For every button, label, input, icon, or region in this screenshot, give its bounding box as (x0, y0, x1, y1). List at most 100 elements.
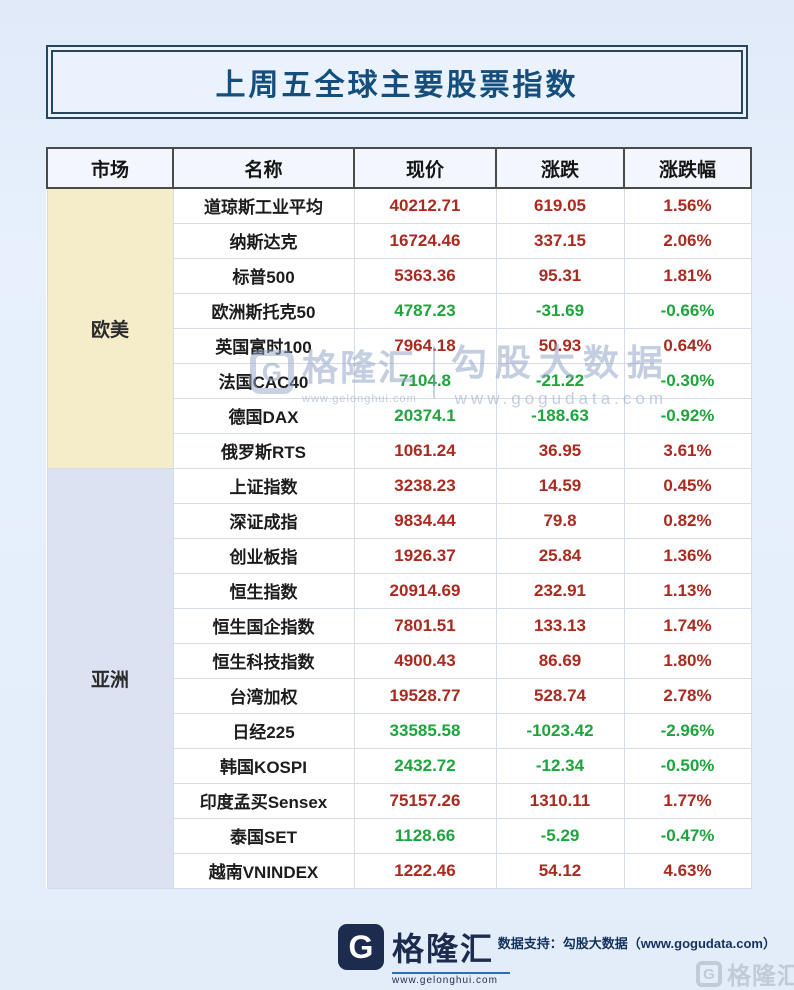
market-group-cell: 欧美 (46, 187, 174, 469)
change-pct-cell: 2.06% (623, 222, 752, 259)
price-cell: 19528.77 (353, 677, 497, 714)
price-cell: 1128.66 (353, 817, 497, 854)
price-cell: 5363.36 (353, 257, 497, 294)
price-cell: 20914.69 (353, 572, 497, 609)
price-cell: 33585.58 (353, 712, 497, 749)
change-cell: -5.29 (495, 817, 625, 854)
change-pct-cell: 1.80% (623, 642, 752, 679)
table-row: 标普500 5363.36 95.31 1.81% (47, 257, 752, 294)
table-row: 恒生国企指数 7801.51 133.13 1.74% (47, 607, 752, 644)
change-cell: 337.15 (495, 222, 625, 259)
table-row: 印度孟买Sensex 75157.26 1310.11 1.77% (47, 782, 752, 819)
change-cell: -12.34 (495, 747, 625, 784)
name-cell: 恒生指数 (172, 572, 355, 609)
change-cell: -31.69 (495, 292, 625, 329)
name-cell: 德国DAX (172, 397, 355, 434)
price-cell: 7964.18 (353, 327, 497, 364)
change-pct-cell: 1.36% (623, 537, 752, 574)
table-header: 市场 名称 现价 涨跌 涨跌幅 (46, 147, 752, 189)
price-cell: 7104.8 (353, 362, 497, 399)
change-cell: 14.59 (495, 467, 625, 504)
title-box-inner: 上周五全球主要股票指数 (51, 50, 743, 114)
price-cell: 1061.24 (353, 432, 497, 469)
change-pct-cell: -0.92% (623, 397, 752, 434)
gelonghui-logo-url: www.gelonghui.com (392, 972, 510, 986)
table-row: 越南VNINDEX 1222.46 54.12 4.63% (47, 852, 752, 889)
gelonghui-logo-text: 格隆汇 (392, 931, 495, 967)
price-cell: 2432.72 (353, 747, 497, 784)
name-cell: 欧洲斯托克50 (172, 292, 355, 329)
table-row: 台湾加权 19528.77 528.74 2.78% (47, 677, 752, 714)
market-group-cell: 亚洲 (46, 467, 174, 889)
change-pct-cell: 3.61% (623, 432, 752, 469)
gelonghui-g-icon: G (338, 924, 384, 970)
change-cell: 232.91 (495, 572, 625, 609)
change-cell: 86.69 (495, 642, 625, 679)
change-cell: 79.8 (495, 502, 625, 539)
change-cell: 95.31 (495, 257, 625, 294)
table-row: 深证成指 9834.44 79.8 0.82% (47, 502, 752, 539)
change-cell: -21.22 (495, 362, 625, 399)
change-pct-cell: -2.96% (623, 712, 752, 749)
name-cell: 创业板指 (172, 537, 355, 574)
price-cell: 1222.46 (353, 852, 497, 889)
page-title: 上周五全球主要股票指数 (215, 69, 579, 102)
name-cell: 印度孟买Sensex (172, 782, 355, 819)
price-cell: 1926.37 (353, 537, 497, 574)
change-pct-cell: 1.74% (623, 607, 752, 644)
price-cell: 9834.44 (353, 502, 497, 539)
change-cell: 528.74 (495, 677, 625, 714)
change-cell: 25.84 (495, 537, 625, 574)
name-cell: 泰国SET (172, 817, 355, 854)
change-pct-cell: -0.66% (623, 292, 752, 329)
change-pct-cell: -0.47% (623, 817, 752, 854)
change-pct-cell: 2.78% (623, 677, 752, 714)
table-row: 法国CAC40 7104.8 -21.22 -0.30% (47, 362, 752, 399)
column-header: 涨跌幅 (623, 147, 752, 189)
table-row: 欧美 道琼斯工业平均 40212.71 619.05 1.56% (46, 187, 752, 469)
change-pct-cell: -0.50% (623, 747, 752, 784)
table-row: 韩国KOSPI 2432.72 -12.34 -0.50% (47, 747, 752, 784)
price-cell: 4900.43 (353, 642, 497, 679)
column-header: 名称 (172, 147, 355, 189)
price-cell: 7801.51 (353, 607, 497, 644)
change-pct-cell: 4.63% (623, 852, 752, 889)
change-cell: 54.12 (495, 852, 625, 889)
name-cell: 越南VNINDEX (172, 852, 355, 889)
change-pct-cell: 1.13% (623, 572, 752, 609)
name-cell: 俄罗斯RTS (172, 432, 355, 469)
change-pct-cell: 0.45% (623, 467, 752, 504)
name-cell: 英国富时100 (172, 327, 355, 364)
change-pct-cell: 1.77% (623, 782, 752, 819)
price-cell: 40212.71 (353, 187, 497, 224)
table-row: 英国富时100 7964.18 50.93 0.64% (47, 327, 752, 364)
name-cell: 法国CAC40 (172, 362, 355, 399)
stock-index-table: 市场 名称 现价 涨跌 涨跌幅 欧美 道琼斯工业平均 40212.71 619.05 1.56%… (46, 147, 752, 889)
name-cell: 日经225 (172, 712, 355, 749)
name-cell: 深证成指 (172, 502, 355, 539)
price-cell: 75157.26 (353, 782, 497, 819)
table-row: 德国DAX 20374.1 -188.63 -0.92% (47, 397, 752, 434)
name-cell: 上证指数 (172, 467, 355, 504)
column-header: 现价 (353, 147, 497, 189)
table-row: 欧洲斯托克50 4787.23 -31.69 -0.66% (47, 292, 752, 329)
change-pct-cell: 1.56% (623, 187, 752, 224)
table-row: 纳斯达克 16724.46 337.15 2.06% (47, 222, 752, 259)
change-cell: 133.13 (495, 607, 625, 644)
table-row: 恒生科技指数 4900.43 86.69 1.80% (47, 642, 752, 679)
change-pct-cell: -0.30% (623, 362, 752, 399)
table-row: 亚洲 上证指数 3238.23 14.59 0.45% (46, 467, 752, 889)
title-box: 上周五全球主要股票指数 (46, 45, 748, 119)
change-pct-cell: 1.81% (623, 257, 752, 294)
change-cell: 619.05 (495, 187, 625, 224)
change-cell: 36.95 (495, 432, 625, 469)
change-pct-cell: 0.82% (623, 502, 752, 539)
corner-watermark-text: 格隆汇 (727, 963, 794, 990)
change-cell: -1023.42 (495, 712, 625, 749)
data-support-text: 数据支持：勾股大数据（www.gogudata.com） (497, 936, 776, 951)
price-cell: 16724.46 (353, 222, 497, 259)
name-cell: 恒生科技指数 (172, 642, 355, 679)
corner-watermark: G 格隆汇 (696, 956, 794, 990)
name-cell: 台湾加权 (172, 677, 355, 714)
table-row: 俄罗斯RTS 1061.24 36.95 3.61% (47, 432, 752, 469)
